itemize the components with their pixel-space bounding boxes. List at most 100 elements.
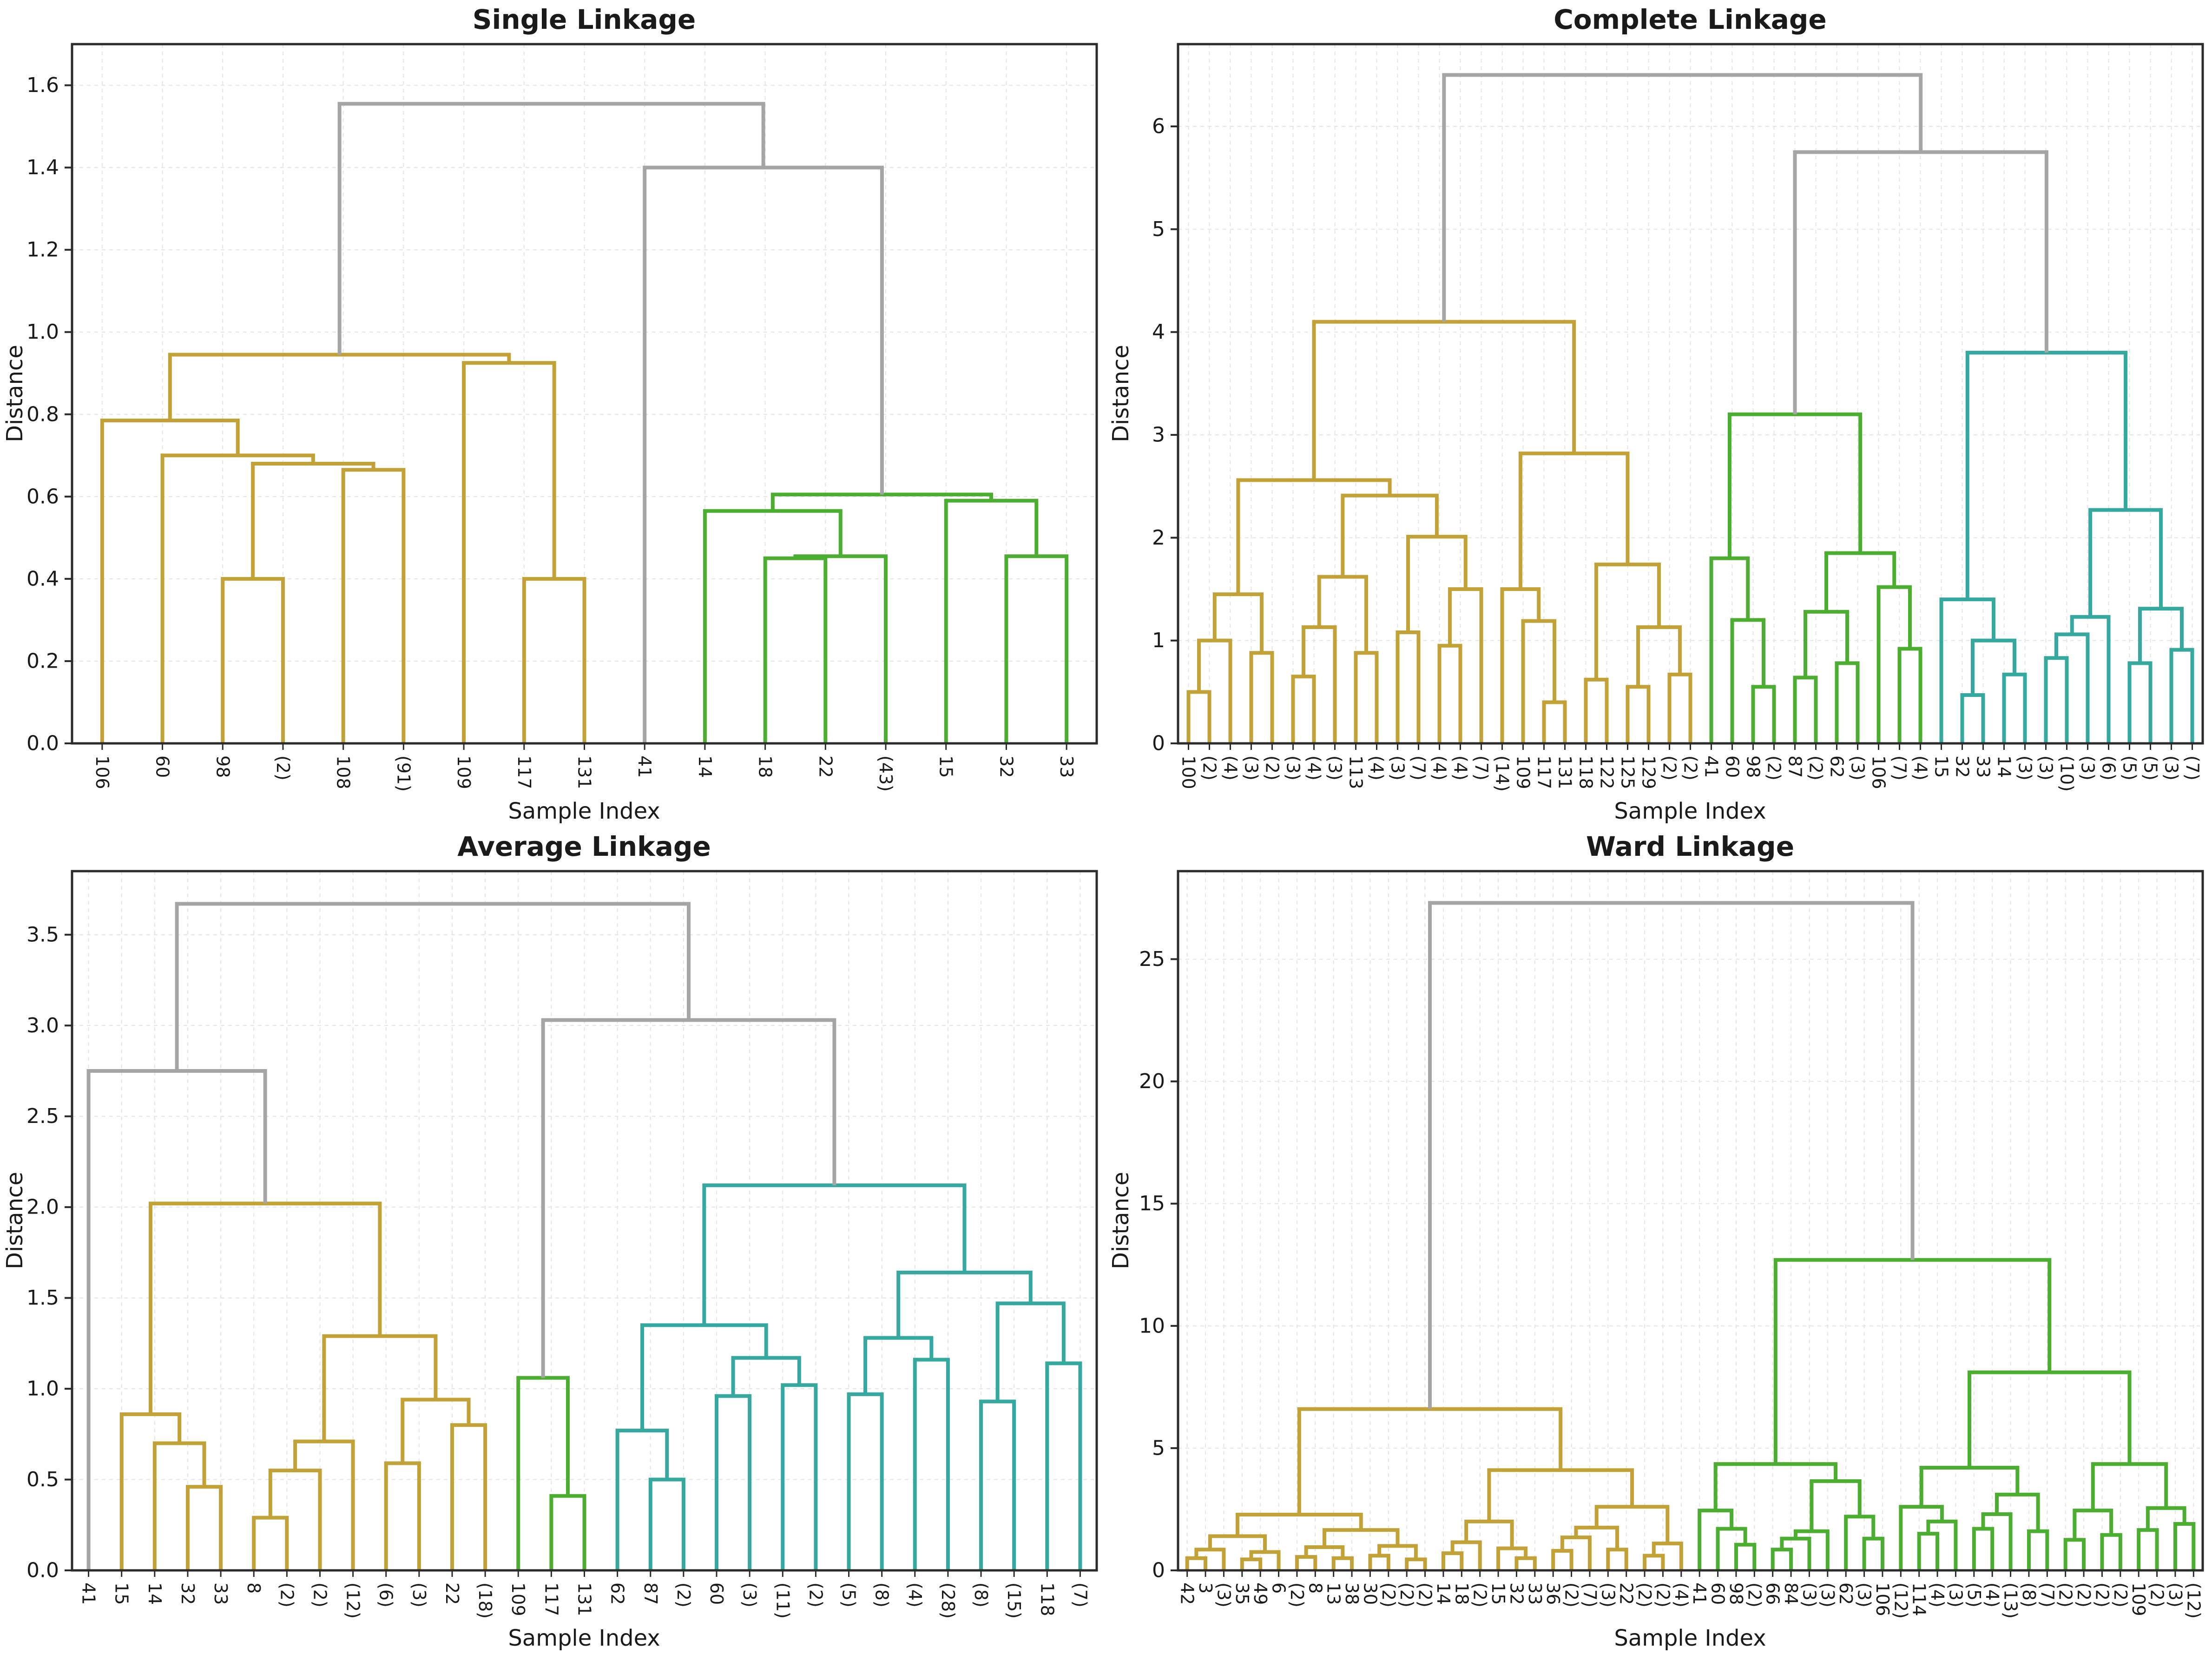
y-tick-label: 2.0	[26, 1195, 59, 1219]
leaf-label: 117	[541, 1582, 561, 1616]
dendrogram-link	[1594, 562, 1661, 680]
subplot-average-linkage: 0.0 0.5 1.0 1.5 2.0 2.5 3.0 3.5 41 15 14 32 33 8 (2) (2…	[0, 827, 1106, 1654]
leaf-label: (2)	[276, 1582, 297, 1608]
y-tick-label: 0.0	[26, 1559, 59, 1582]
leaf-label: (14)	[1492, 755, 1513, 792]
y-tick-label: 0.6	[26, 485, 59, 508]
leaf-label: 32	[996, 755, 1016, 778]
leaf-label: (3)	[2161, 755, 2182, 781]
y-tick-label: 10	[1139, 1314, 1165, 1338]
leaf-label: (5)	[2120, 755, 2140, 781]
y-tick-label: 6	[1152, 115, 1165, 138]
leaf-label: (3)	[1325, 755, 1345, 781]
leaf-label: 118	[1576, 755, 1596, 789]
leaf-label: (2)	[1470, 1582, 1490, 1608]
leaf-label: (7)	[1889, 755, 1910, 781]
dendrogram-link	[1965, 350, 2128, 600]
leaf-label: (2)	[1561, 1582, 1582, 1608]
leaf-label: 62	[607, 1582, 628, 1605]
leaf-label: 131	[1555, 755, 1575, 789]
leaf-label: (10)	[2057, 755, 2077, 792]
leaf-label: 22	[442, 1582, 462, 1605]
leaf-label: 30	[1360, 1582, 1380, 1605]
leaf-label: (11)	[772, 1582, 793, 1619]
leaf-label: 33	[1525, 1582, 1545, 1605]
leaf-label: 108	[333, 755, 354, 789]
dendrogram-link	[1917, 1532, 1940, 1570]
dendrogram-link	[1304, 1545, 1345, 1558]
dendrogram-link	[1406, 535, 1468, 632]
leaf-label: 131	[574, 755, 595, 789]
leaf-label: 33	[211, 1582, 231, 1605]
leaf-label: (4)	[1910, 755, 1931, 781]
y-tick-label: 1.0	[26, 320, 59, 344]
y-tick-label: 0	[1152, 732, 1165, 755]
y-tick-label: 1.5	[26, 1286, 59, 1310]
dendrogram-link	[1331, 1556, 1354, 1570]
plot-title: Ward Linkage	[1586, 831, 1794, 862]
leaf-label: (6)	[376, 1582, 396, 1608]
dendrogram-link	[1405, 1557, 1427, 1570]
dendrogram-link	[1208, 1534, 1267, 1552]
y-tick-label: 0.5	[26, 1468, 59, 1491]
dendrogram-link	[462, 361, 556, 743]
leaf-label: 14	[695, 755, 715, 778]
dendrogram-link	[2073, 1509, 2113, 1540]
dendrogram-link	[1368, 1554, 1390, 1570]
dendrogram-link	[1560, 1535, 1592, 1570]
dendrogram-link	[175, 902, 691, 1071]
y-axis-label: Distance	[1108, 345, 1134, 442]
leaf-label: (4)	[1304, 755, 1324, 781]
leaf-label: 109	[508, 1582, 528, 1616]
leaf-label: 3	[1195, 1582, 1216, 1594]
dendrogram-link	[1773, 1258, 2052, 1464]
dendrogram-link	[1185, 1556, 1208, 1570]
leaf-label: (4)	[1982, 1582, 2002, 1608]
leaf-label: 125	[1618, 755, 1638, 789]
dendrogram-link	[1804, 610, 1849, 678]
dendrogram-link	[252, 1516, 289, 1570]
leaf-label: (12)	[343, 1582, 363, 1619]
dendrogram-link	[770, 492, 994, 511]
leaf-label: (2)	[805, 1582, 826, 1608]
leaf-label: 36	[1543, 1582, 1563, 1605]
leaf-label: (2)	[1659, 755, 1680, 781]
dendrogram-link	[1584, 677, 1609, 743]
leaf-label: (5)	[839, 1582, 859, 1608]
leaf-label: 122	[1597, 755, 1617, 789]
leaf-label: (3)	[739, 1582, 760, 1608]
leaf-label: 87	[1785, 755, 1805, 778]
dendrogram-link	[1249, 651, 1274, 743]
leaf-label: (2)	[309, 1582, 330, 1608]
leaf-label: 62	[1827, 755, 1847, 778]
dendrogram-link	[1312, 320, 1576, 480]
leaf-label: 14	[1994, 755, 2014, 778]
y-tick-label: 0.8	[26, 402, 59, 426]
y-tick-label: 1.0	[26, 1377, 59, 1401]
leaf-label: (28)	[938, 1582, 958, 1619]
leaf-label: (4)	[1367, 755, 1387, 781]
dendrogram-link	[731, 1356, 801, 1396]
x-axis-label: Sample Index	[1614, 1625, 1766, 1651]
dendrogram-link	[1317, 575, 1368, 653]
dendrogram-link	[1464, 1519, 1514, 1549]
leaf-label: (7)	[2182, 755, 2203, 781]
leaf-label: (3)	[1241, 755, 1262, 781]
dendrogram-link	[1197, 638, 1232, 743]
y-axis-label: Distance	[2, 345, 28, 442]
y-tick-label: 5	[1152, 1436, 1165, 1460]
leaf-label: 66	[1763, 1582, 1783, 1605]
leaf-label: (3)	[2078, 755, 2098, 781]
leaf-label: 33	[1056, 755, 1077, 778]
leaf-label: (2)	[673, 1582, 694, 1608]
leaf-label: (2)	[1652, 1582, 1673, 1608]
dendrogram-link	[1354, 651, 1379, 743]
leaf-label: (7)	[1409, 755, 1429, 781]
dendrogram-link	[913, 1358, 950, 1570]
dendrogram-link	[1652, 1542, 1683, 1570]
dendrogram-link	[763, 556, 828, 743]
leaf-label: (2)	[1680, 755, 1701, 781]
leaf-label: 114	[1909, 1582, 1929, 1616]
leaf-label: 60	[1722, 755, 1743, 778]
leaf-label: (2)	[2074, 1582, 2094, 1608]
